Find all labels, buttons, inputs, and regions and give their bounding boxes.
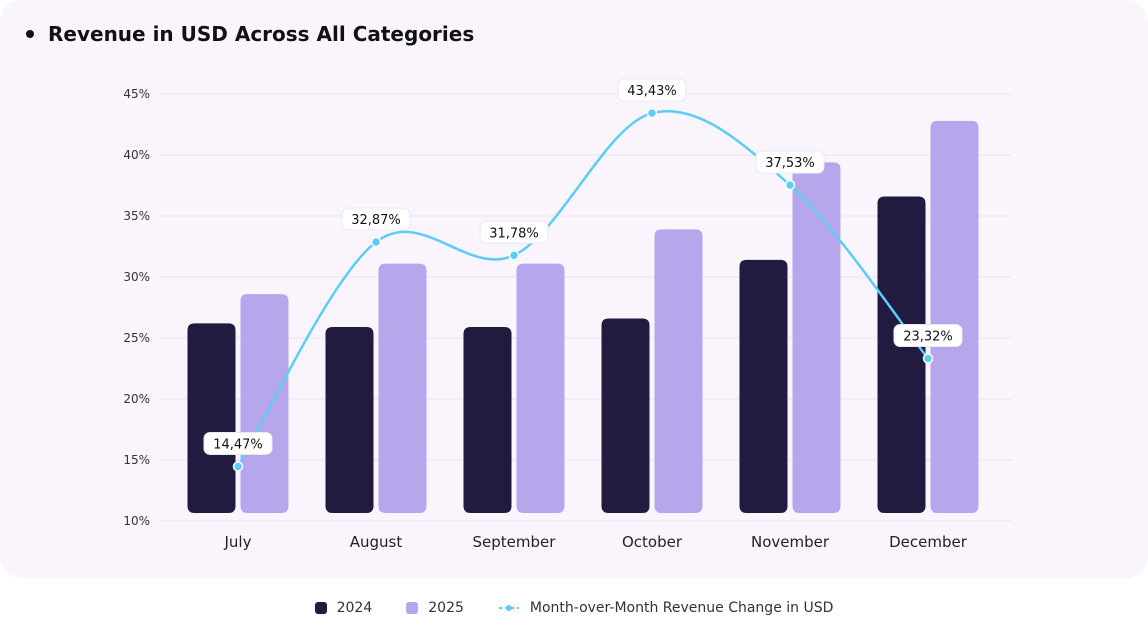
legend-label-2024: 2024 bbox=[336, 600, 373, 616]
bar-2024[interactable] bbox=[463, 327, 512, 513]
data-label: 32,87% bbox=[351, 213, 401, 228]
data-label-box bbox=[617, 78, 687, 102]
data-label-box bbox=[755, 150, 825, 174]
grid-layer: 10% 15% 20% 25% 30% 35% 40% 45% bbox=[123, 87, 1012, 528]
bar-2025[interactable] bbox=[516, 263, 565, 513]
bar-2025[interactable] bbox=[792, 162, 841, 513]
x-category-label: December bbox=[889, 533, 968, 551]
bar-2024[interactable] bbox=[739, 259, 788, 513]
data-label: 43,43% bbox=[627, 84, 677, 99]
data-label: 14,47% bbox=[213, 437, 263, 452]
x-category-label: July bbox=[224, 533, 252, 551]
mom-change-point[interactable] bbox=[784, 179, 796, 191]
data-label-box bbox=[341, 207, 411, 231]
legend-label-2025: 2025 bbox=[428, 600, 464, 616]
mom-change-point[interactable] bbox=[646, 107, 658, 119]
bar-2025[interactable] bbox=[930, 120, 979, 513]
chart-title: Revenue in USD Across All Categories bbox=[48, 22, 475, 46]
legend-item-mom-change[interactable]: Month-over-Month Revenue Change in USD bbox=[498, 600, 834, 616]
y-tick-label: 15% bbox=[123, 453, 150, 467]
legend-item-2024[interactable]: 2024 bbox=[314, 600, 373, 616]
mom-change-point[interactable] bbox=[232, 461, 244, 472]
x-category-label: August bbox=[350, 533, 403, 551]
legend-label-mom-change: Month-over-Month Revenue Change in USD bbox=[529, 600, 834, 616]
legend-swatch-2025 bbox=[406, 602, 419, 614]
data-label: 31,78% bbox=[489, 226, 539, 241]
data-label: 37,53% bbox=[765, 156, 815, 171]
data-label-box bbox=[893, 323, 963, 347]
title-bullet-icon bbox=[26, 30, 34, 38]
legend: 2024 2025 Month-over-Month Revenue Chang… bbox=[0, 600, 1148, 616]
legend-item-2025[interactable]: 2025 bbox=[406, 600, 464, 616]
data-label-box bbox=[479, 220, 549, 244]
bar-2025[interactable] bbox=[654, 229, 703, 514]
y-tick-label: 25% bbox=[123, 331, 150, 345]
y-tick-label: 20% bbox=[123, 392, 150, 406]
bar-2024[interactable] bbox=[325, 327, 374, 513]
line-layer bbox=[232, 107, 934, 472]
mom-change-point[interactable] bbox=[370, 236, 382, 248]
legend-line-icon bbox=[498, 605, 519, 611]
x-category-label: September bbox=[473, 533, 557, 551]
y-tick-label: 40% bbox=[123, 148, 150, 162]
mom-change-line bbox=[236, 110, 929, 468]
mom-change-point[interactable] bbox=[508, 250, 520, 261]
data-label: 23,32% bbox=[903, 329, 953, 344]
y-tick-label: 10% bbox=[123, 514, 150, 528]
bar-2024[interactable] bbox=[187, 323, 236, 513]
data-label-box bbox=[203, 431, 273, 455]
x-category-label: November bbox=[751, 533, 830, 551]
bar-2025[interactable] bbox=[378, 263, 427, 513]
title-row: Revenue in USD Across All Categories bbox=[26, 22, 474, 46]
chart-svg: 10% 15% 20% 25% 30% 35% 40% 45% July August Septe… bbox=[123, 78, 1012, 551]
y-tick-label: 45% bbox=[123, 87, 150, 101]
x-category-label: October bbox=[622, 533, 683, 551]
bar-2024[interactable] bbox=[877, 196, 926, 514]
bars-layer bbox=[187, 120, 979, 514]
bar-2024[interactable] bbox=[601, 318, 650, 513]
y-tick-label: 35% bbox=[123, 209, 150, 223]
labels-layer: July August September October November Decemb… bbox=[203, 78, 968, 551]
y-tick-label: 30% bbox=[123, 270, 150, 284]
bar-2025[interactable] bbox=[240, 294, 289, 513]
mom-change-point[interactable] bbox=[922, 353, 934, 364]
legend-swatch-2024 bbox=[314, 602, 327, 614]
